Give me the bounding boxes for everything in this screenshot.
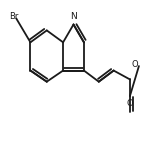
Text: N: N bbox=[70, 12, 77, 21]
Text: O: O bbox=[127, 99, 133, 108]
Text: Br: Br bbox=[9, 12, 18, 21]
Text: O: O bbox=[131, 60, 138, 69]
